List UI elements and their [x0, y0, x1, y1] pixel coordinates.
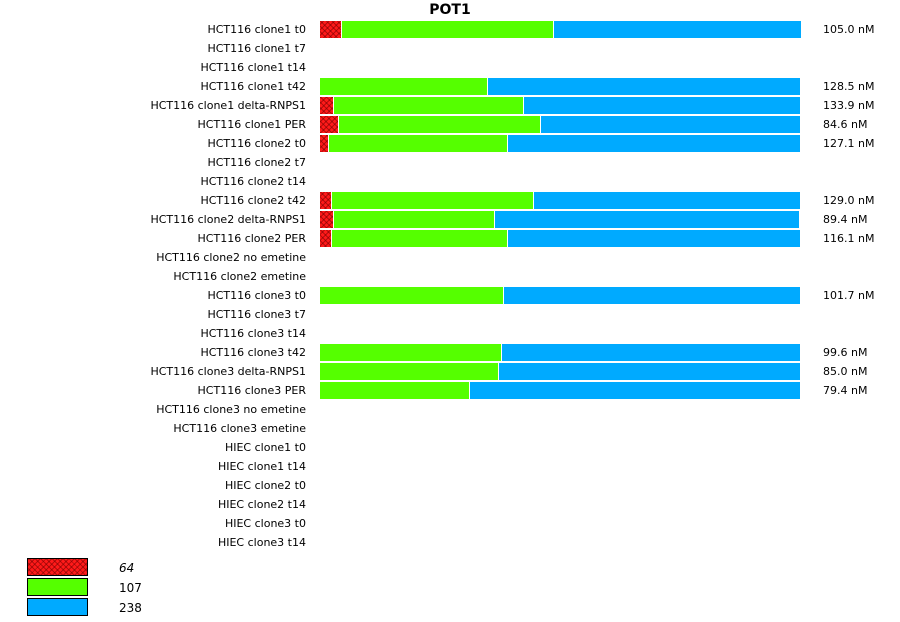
row-label: HCT116 clone3 emetine — [173, 422, 306, 435]
row-label: HIEC clone3 t14 — [217, 536, 306, 549]
row-label: HCT116 clone1 PER — [197, 118, 306, 131]
bar-segment-107 — [320, 287, 504, 304]
bar-segment-107 — [332, 230, 508, 247]
bar-segment-238 — [524, 97, 801, 114]
bar-segment-107 — [320, 78, 488, 95]
bar-segment-64 — [320, 230, 332, 247]
bar-segment-64 — [320, 135, 329, 152]
row-total-label: 116.1 nM — [823, 232, 875, 245]
row-label: HIEC clone2 t0 — [224, 479, 306, 492]
bar-segment-238 — [504, 287, 801, 304]
legend-swatch — [27, 598, 88, 616]
bar-segment-64 — [320, 211, 334, 228]
bar-segment-238 — [488, 78, 801, 95]
row-label: HCT116 clone3 no emetine — [156, 403, 306, 416]
row-label: HCT116 clone2 t14 — [200, 175, 306, 188]
row-total-label: 99.6 nM — [823, 346, 868, 359]
legend-item: 64 — [27, 558, 227, 578]
row-label: HCT116 clone2 PER — [197, 232, 306, 245]
legend-swatch — [27, 558, 88, 576]
bar-segment-107 — [320, 344, 502, 361]
row-total-label: 85.0 nM — [823, 365, 868, 378]
legend-item: 238 — [27, 598, 227, 618]
bar-segment-107 — [320, 363, 499, 380]
bar-segment-238 — [508, 135, 801, 152]
bar-segment-107 — [334, 97, 524, 114]
row-label: HIEC clone3 t0 — [224, 517, 306, 530]
row-label: HCT116 clone3 t14 — [200, 327, 306, 340]
bar-segment-107 — [334, 211, 495, 228]
legend-swatch — [27, 578, 88, 596]
row-label: HCT116 clone2 emetine — [173, 270, 306, 283]
row-label: HCT116 clone2 t42 — [200, 194, 306, 207]
bar-segment-64 — [320, 21, 342, 38]
row-label: HIEC clone1 t14 — [217, 460, 306, 473]
row-label: HIEC clone2 t14 — [217, 498, 306, 511]
legend-item: 107 — [27, 578, 227, 598]
row-total-label: 105.0 nM — [823, 23, 875, 36]
bar-segment-238 — [554, 21, 802, 38]
row-label: HCT116 clone1 t14 — [200, 61, 306, 74]
row-total-label: 128.5 nM — [823, 80, 875, 93]
row-total-label: 89.4 nM — [823, 213, 868, 226]
row-label: HCT116 clone1 delta-RNPS1 — [150, 99, 306, 112]
chart-plot-area: HCT116 clone1 t0 105.0 nM HCT116 clone1 t7… — [150, 21, 875, 549]
row-total-label: 127.1 nM — [823, 137, 875, 150]
row-label: HCT116 clone3 t42 — [200, 346, 306, 359]
bar-segment-107 — [339, 116, 541, 133]
bar-segment-107 — [329, 135, 508, 152]
bar-segment-238 — [495, 211, 800, 228]
bar-segment-238 — [541, 116, 801, 133]
row-total-label: 84.6 nM — [823, 118, 868, 131]
legend-label: 64 — [119, 561, 135, 575]
bar-segment-107 — [332, 192, 534, 209]
chart-title: POT1 — [429, 2, 471, 18]
bar-segment-64 — [320, 192, 332, 209]
legend-label: 238 — [119, 601, 142, 615]
row-total-label: 129.0 nM — [823, 194, 875, 207]
row-label: HCT116 clone2 t7 — [207, 156, 306, 169]
row-label: HCT116 clone1 t42 — [200, 80, 306, 93]
bar-segment-238 — [499, 363, 801, 380]
bar-segment-64 — [320, 97, 334, 114]
row-label: HCT116 clone3 t7 — [207, 308, 306, 321]
row-label: HCT116 clone1 t7 — [207, 42, 306, 55]
row-label: HCT116 clone1 t0 — [207, 23, 306, 36]
row-label: HCT116 clone3 t0 — [207, 289, 306, 302]
row-label: HCT116 clone3 PER — [197, 384, 306, 397]
row-total-label: 133.9 nM — [823, 99, 875, 112]
bar-segment-238 — [470, 382, 801, 399]
row-label: HCT116 clone2 no emetine — [156, 251, 306, 264]
row-total-label: 79.4 nM — [823, 384, 868, 397]
bar-segment-238 — [508, 230, 801, 247]
bar-segment-238 — [534, 192, 801, 209]
bar-segment-107 — [342, 21, 554, 38]
bar-segment-107 — [320, 382, 470, 399]
row-label: HCT116 clone2 t0 — [207, 137, 306, 150]
row-total-label: 101.7 nM — [823, 289, 875, 302]
row-label: HCT116 clone3 delta-RNPS1 — [150, 365, 306, 378]
row-label: HIEC clone1 t0 — [224, 441, 306, 454]
bar-segment-64 — [320, 116, 339, 133]
legend: 64 107 238 — [27, 558, 227, 618]
bar-segment-238 — [502, 344, 801, 361]
row-label: HCT116 clone2 delta-RNPS1 — [150, 213, 306, 226]
legend-label: 107 — [119, 581, 142, 595]
